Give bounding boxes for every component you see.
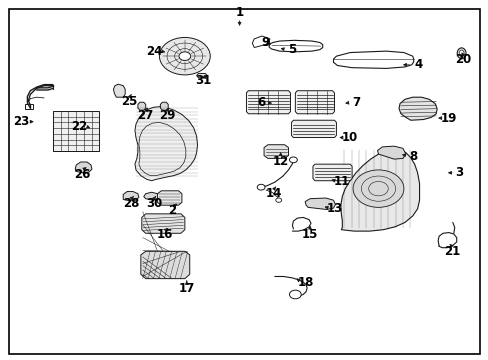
Polygon shape — [264, 145, 288, 158]
Text: 27: 27 — [137, 109, 154, 122]
Polygon shape — [196, 73, 207, 78]
Text: 12: 12 — [272, 155, 288, 168]
Text: 3: 3 — [455, 166, 463, 179]
Text: 11: 11 — [333, 175, 350, 188]
Circle shape — [275, 198, 281, 202]
Text: 7: 7 — [351, 96, 359, 109]
Circle shape — [352, 170, 403, 207]
Bar — [53, 111, 99, 151]
Text: 21: 21 — [443, 245, 460, 258]
Text: 2: 2 — [168, 204, 176, 217]
Text: 26: 26 — [74, 168, 90, 181]
Polygon shape — [160, 102, 168, 110]
Text: 9: 9 — [261, 36, 269, 49]
Text: 5: 5 — [288, 43, 296, 56]
Text: 19: 19 — [440, 112, 456, 125]
Text: 1: 1 — [235, 6, 243, 19]
Ellipse shape — [458, 50, 463, 57]
Text: 23: 23 — [13, 115, 30, 128]
Polygon shape — [246, 91, 290, 114]
Text: 6: 6 — [257, 96, 265, 109]
Text: 4: 4 — [413, 58, 421, 71]
Text: 24: 24 — [145, 45, 162, 58]
Polygon shape — [305, 198, 335, 210]
Polygon shape — [143, 192, 159, 200]
Text: 13: 13 — [326, 202, 343, 215]
Text: 8: 8 — [408, 150, 416, 163]
Text: 31: 31 — [195, 75, 211, 87]
Polygon shape — [123, 192, 139, 201]
Circle shape — [289, 157, 297, 163]
Polygon shape — [142, 214, 184, 233]
Polygon shape — [141, 251, 189, 279]
Text: 28: 28 — [122, 197, 139, 210]
Ellipse shape — [456, 48, 465, 59]
Circle shape — [289, 290, 301, 299]
Polygon shape — [291, 120, 336, 138]
Text: 14: 14 — [265, 187, 282, 200]
Text: 20: 20 — [454, 53, 471, 66]
Polygon shape — [295, 91, 334, 114]
Text: 18: 18 — [297, 276, 313, 289]
Polygon shape — [75, 162, 92, 173]
Circle shape — [159, 37, 210, 75]
Circle shape — [257, 184, 264, 190]
Text: 16: 16 — [157, 228, 173, 241]
Text: 22: 22 — [71, 120, 88, 132]
Circle shape — [179, 52, 190, 60]
Polygon shape — [312, 164, 351, 181]
Polygon shape — [113, 84, 125, 97]
Polygon shape — [398, 97, 436, 120]
Text: 15: 15 — [301, 228, 318, 241]
Text: 17: 17 — [178, 282, 195, 295]
Polygon shape — [157, 191, 182, 205]
Polygon shape — [340, 149, 419, 231]
Polygon shape — [138, 102, 145, 110]
Text: 30: 30 — [145, 197, 162, 210]
Text: 10: 10 — [341, 131, 358, 144]
Text: 29: 29 — [159, 109, 175, 122]
Polygon shape — [377, 146, 405, 159]
Text: 25: 25 — [121, 95, 138, 108]
Polygon shape — [135, 107, 197, 181]
